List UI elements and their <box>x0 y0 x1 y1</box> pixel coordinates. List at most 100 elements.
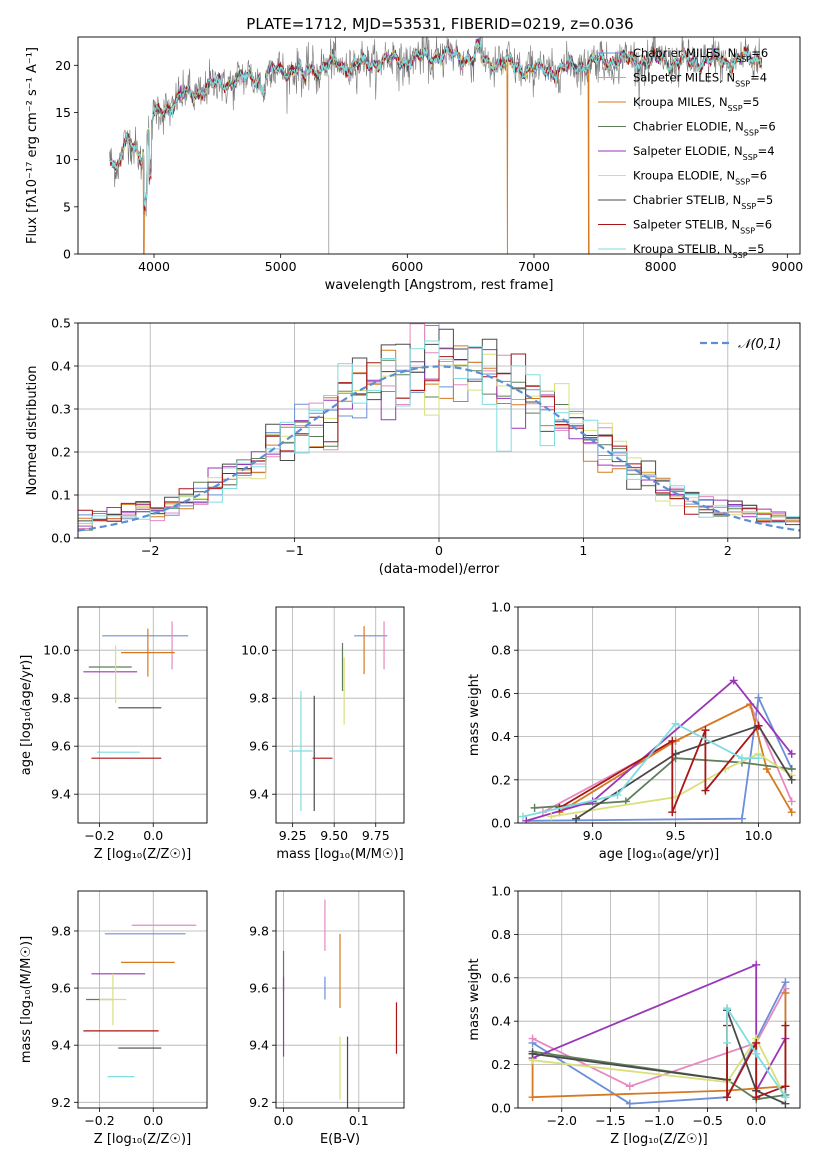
x-tick-label: −1.0 <box>644 1113 674 1128</box>
spectrum-model-cutoff <box>587 74 590 254</box>
y-tick-label: 0.4 <box>491 729 511 744</box>
plot-area-mass_vs_EBV <box>282 899 398 1108</box>
series-marker <box>737 754 746 763</box>
legend-entry: Chabrier MILES, NSSP=6 <box>633 46 768 64</box>
y-tick-label: 9.4 <box>51 1038 71 1053</box>
y-tick-label: 0.8 <box>491 643 511 658</box>
y-tick-label: 10.0 <box>241 643 269 658</box>
x-tick-label: −0.5 <box>692 1113 722 1128</box>
x-tick-label: 9.25 <box>279 828 307 843</box>
series-line-8 <box>726 1005 787 1098</box>
y-tick-label: 0.8 <box>491 927 511 942</box>
series-marker <box>787 749 796 758</box>
x-axis-label: Z [log₁₀(Z/Z☉)] <box>94 1132 191 1147</box>
panel-mass_vs_EBV: 0.0 0.1 9.2 9.4 9.6 9.8 E(B-V) <box>249 890 405 1147</box>
x-tick-label: 4000 <box>138 259 170 274</box>
series-marker <box>781 988 790 997</box>
legend-suffix: =5 <box>743 95 760 109</box>
legend-suffix: =6 <box>751 46 768 60</box>
y-tick-label: 0.4 <box>51 359 71 374</box>
y-tick-label: 9.4 <box>51 787 71 802</box>
y-tick-label: 9.8 <box>51 923 71 938</box>
x-tick-label: −1 <box>285 543 303 558</box>
series-marker <box>528 1049 537 1058</box>
panel-age_vs_Z: −0.2 0.0 9.4 9.6 9.8 10.0 Z [log₁₀(Z/Z☉)] age [… <box>19 606 208 862</box>
series-marker <box>781 1093 790 1102</box>
legend-entry: Chabrier STELIB, NSSP=5 <box>633 193 773 211</box>
axes-frame-mass_weight_vs_age: 9.0 9.5 10.0 0.0 0.2 0.4 0.6 0.8 1.0 age [log₁₀(a… <box>467 600 801 862</box>
series-marker <box>737 814 746 823</box>
y-tick-label: 9.4 <box>249 787 269 802</box>
y-tick-label: 0.4 <box>491 1014 511 1029</box>
y-tick-label: 0.3 <box>51 402 71 417</box>
plot-area-mass_weight_vs_Z <box>528 960 790 1108</box>
y-tick-label: 9.8 <box>51 691 71 706</box>
y-axis-label: Flux [fλ10⁻¹⁷ erg cm⁻² s⁻¹ A⁻¹] <box>25 47 40 244</box>
series-marker <box>547 812 556 821</box>
axes-frame <box>275 890 405 1109</box>
legend-subscript: SSP <box>744 128 759 137</box>
x-tick-label: 2 <box>724 543 732 558</box>
plot-area-mass_weight_vs_age <box>518 676 796 823</box>
x-tick-label: 6000 <box>391 259 423 274</box>
y-axis-label: mass [log₁₀(M/M☉)] <box>19 936 34 1063</box>
series-line-0 <box>526 694 793 822</box>
x-tick-label: 0.0 <box>143 1113 163 1128</box>
x-tick-label: −0.2 <box>84 828 114 843</box>
axes-frame-residuals: −2 −1 0 1 2 0.0 0.1 0.2 0.3 0.4 0.5 (data-model)/er… <box>25 316 801 577</box>
series-marker <box>754 754 763 763</box>
series-marker <box>787 797 796 806</box>
y-tick-label: 0.6 <box>491 970 511 985</box>
x-tick-label: 7000 <box>518 259 550 274</box>
y-tick-label: 0 <box>63 247 71 262</box>
legend-entry: Salpeter ELODIE, NSSP=4 <box>633 144 775 162</box>
y-tick-label: 15 <box>55 105 71 120</box>
legend-subscript: SSP <box>743 153 758 162</box>
x-tick-label: 0.0 <box>143 828 163 843</box>
x-tick-label: 0.0 <box>746 1113 766 1128</box>
legend-entry: Salpeter MILES, NSSP=4 <box>633 71 767 89</box>
y-tick-label: 0.2 <box>491 772 511 787</box>
legend-suffix: =4 <box>750 71 767 85</box>
x-tick-label: −2 <box>141 543 159 558</box>
series-marker <box>781 1082 790 1091</box>
x-tick-label: 0 <box>435 543 443 558</box>
y-axis-label: age [log₁₀(age/yr)] <box>19 655 34 776</box>
series-marker <box>668 736 677 745</box>
series-marker <box>754 693 763 702</box>
series-marker <box>522 816 531 823</box>
legend-subscript: SSP <box>736 55 751 64</box>
y-axis-label: Normed distribution <box>25 366 40 496</box>
plot-area-age_vs_Z <box>83 621 189 759</box>
y-tick-label: 9.2 <box>249 1095 269 1110</box>
axes-frame-age_vs_mass: 9.25 9.50 9.75 9.4 9.6 9.8 10.0 mass [log₁₀(M/M… <box>241 606 405 862</box>
axes-frame <box>275 606 405 824</box>
axes-frame <box>77 890 208 1109</box>
y-tick-label: 0.0 <box>51 531 71 546</box>
y-tick-label: 20 <box>55 58 71 73</box>
legend-subscript: SSP <box>735 79 750 88</box>
series-line-6 <box>575 724 793 820</box>
legend-entry: Kroupa STELIB, NSSP=5 <box>633 242 764 260</box>
series-marker <box>701 786 710 795</box>
x-tick-label: 10.0 <box>745 828 773 843</box>
plot-area-spectrum <box>109 37 763 254</box>
series-line-4 <box>532 963 787 1095</box>
y-tick-label: 9.8 <box>249 923 269 938</box>
legend-entry: Salpeter STELIB, NSSP=6 <box>633 218 772 236</box>
legend-entry: Kroupa ELODIE, NSSP=6 <box>633 169 767 187</box>
y-tick-label: 9.6 <box>249 739 269 754</box>
x-tick-label: 8000 <box>645 259 677 274</box>
legend-entry: Chabrier ELODIE, NSSP=6 <box>633 120 776 138</box>
panel-residuals: −2 −1 0 1 2 0.0 0.1 0.2 0.3 0.4 0.5 (data-model)/er… <box>25 316 801 577</box>
axes-frame <box>77 606 208 824</box>
series-marker <box>625 1099 634 1108</box>
series-marker <box>530 803 539 812</box>
figure-title: PLATE=1712, MJD=53531, FIBERID=0219, z=0… <box>246 15 633 33</box>
series-marker <box>781 1021 790 1030</box>
y-tick-label: 0.0 <box>491 816 511 831</box>
panel-mass_weight_vs_age: 9.0 9.5 10.0 0.0 0.2 0.4 0.6 0.8 1.0 age [log₁₀(a… <box>467 600 801 862</box>
y-tick-label: 5 <box>63 199 71 214</box>
spectrum-model-8 <box>109 40 763 207</box>
series-marker <box>787 775 796 784</box>
